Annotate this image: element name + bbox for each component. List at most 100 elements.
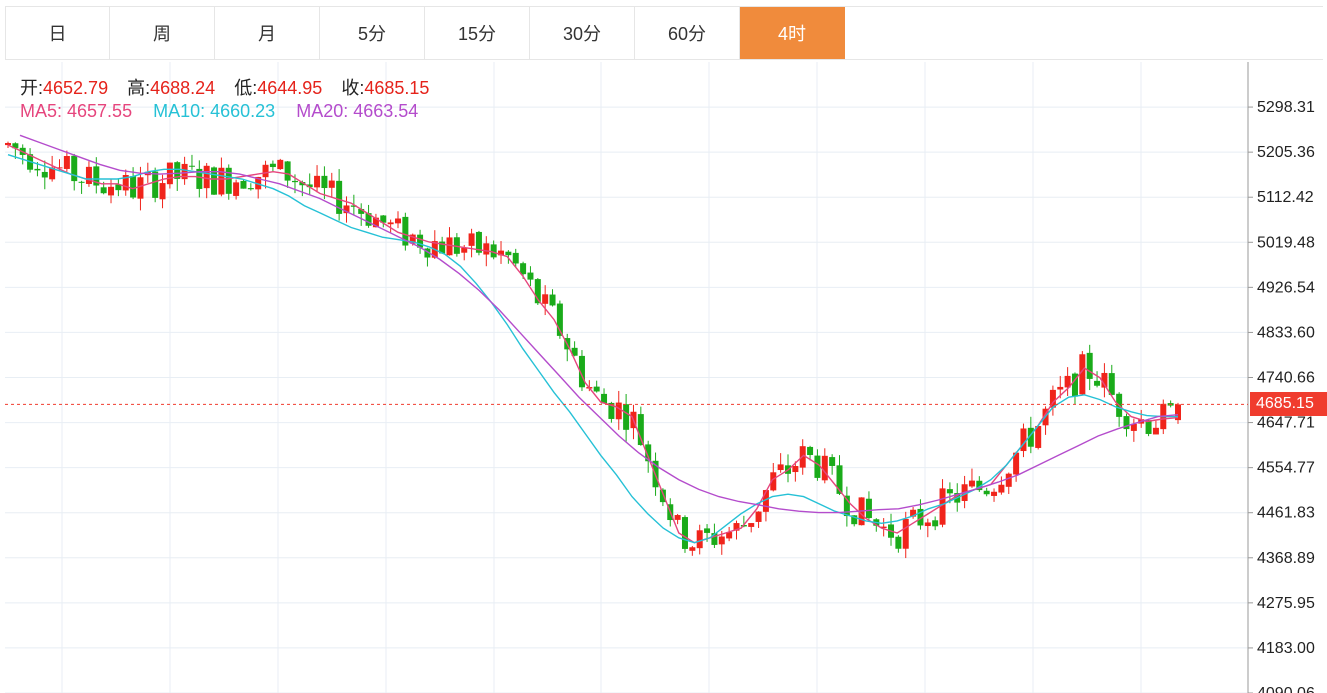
candle-body [983,490,990,495]
price-axis: 5298.31 5205.36 5112.42 5019.48 4926.54 4833.… [1247,62,1315,693]
candle-body [939,488,946,525]
candle-body [100,187,107,194]
candle-body [350,205,357,207]
candle-body [269,163,276,168]
candle-body [991,491,998,496]
candle-body [733,523,740,531]
candle-body [865,498,872,519]
y-tick-label: 4926.54 [1257,279,1315,296]
candle-body [726,532,733,539]
candle-body [924,522,931,527]
candle-body [159,183,166,200]
ma20-line [19,134,1179,514]
y-tick-label: 4461.83 [1257,505,1315,522]
ma5-line [7,144,1179,544]
candle-body [910,509,917,517]
candle-body [475,231,482,253]
candle-body [556,303,563,336]
candle-body [998,484,1005,493]
y-tick-label: 4833.60 [1257,324,1315,341]
open-label: 开: [20,78,44,98]
candle-body [542,294,549,304]
candle-body [196,168,203,189]
y-tick-label: 4554.77 [1257,460,1315,477]
high-label: 高: [127,78,151,98]
candle-body [63,156,70,169]
y-tick-label: 5019.48 [1257,234,1315,251]
tab-week[interactable]: 周 [110,7,215,59]
candle-body [843,495,850,517]
candle-body [505,251,512,256]
candle-body [188,165,195,167]
candle-body [792,466,799,473]
candle-body [439,241,446,254]
candle-body [1101,372,1108,388]
tab-5min[interactable]: 5分 [320,7,425,59]
candle-body [409,234,416,244]
candle-body [1049,389,1056,408]
candle-body [601,393,608,404]
low-value: 4644.95 [257,78,323,98]
y-tick-label: 5112.42 [1257,189,1314,206]
candle-body [1130,423,1137,431]
candle-body [1005,473,1012,487]
candle-body [365,213,372,226]
candle-body [152,171,159,198]
candle-body [108,186,115,196]
candle-body [1123,416,1130,430]
candle-body [689,547,696,551]
high-value: 4688.24 [150,78,216,98]
tab-30min[interactable]: 30分 [530,7,635,59]
candle-body [41,171,48,178]
y-tick-label: 4368.89 [1257,550,1315,567]
candle-body [49,167,56,180]
candle-body [358,208,365,214]
candle-body [12,143,19,149]
tab-15min[interactable]: 15分 [425,7,530,59]
candle-body [181,163,188,180]
candle-body [343,205,350,214]
candle-body [821,455,828,481]
candle-body [1086,352,1093,379]
candle-body [932,520,939,527]
candle-body [306,184,313,188]
candle-body [851,515,858,525]
candles-group [5,141,1181,559]
candle-body [299,182,306,186]
candle-body [615,402,622,420]
candle-body [770,472,777,491]
candle-body [211,167,218,195]
candle-body [1013,452,1020,475]
candle-body [946,489,953,494]
tab-month[interactable]: 月 [215,7,320,59]
candle-body [483,243,490,255]
candle-body [262,164,269,178]
candle-body [1035,425,1042,448]
y-tick-label: 4183.00 [1257,640,1315,657]
last-price-tag: 4685.15 [1250,392,1327,417]
tab-60min[interactable]: 60分 [635,7,740,59]
candle-body [277,159,284,170]
candle-body [328,180,335,188]
candle-body [902,518,909,549]
candle-body [85,166,92,184]
candle-body [122,175,129,191]
candle-body [1175,404,1181,421]
candle-body [917,508,924,526]
candle-body [461,247,468,253]
candle-body [71,155,78,182]
candle-body [233,182,240,196]
candle-body [490,244,497,258]
candle-body [446,237,453,256]
tab-4hour[interactable]: 4时 [740,7,845,59]
candle-body [78,181,85,183]
candle-body [696,530,703,549]
candle-body [137,177,144,199]
tab-day[interactable]: 日 [5,7,110,59]
period-tab-bar: 日 周 月 5分 15分 30分 60分 4时 [5,6,1323,60]
ma10-value: MA10: 4660.23 [153,101,276,121]
ma-readout: MA5: 4657.55 MA10: 4660.23 MA20: 4663.54 [20,101,418,122]
candle-body [240,180,247,189]
candle-body [593,386,600,392]
